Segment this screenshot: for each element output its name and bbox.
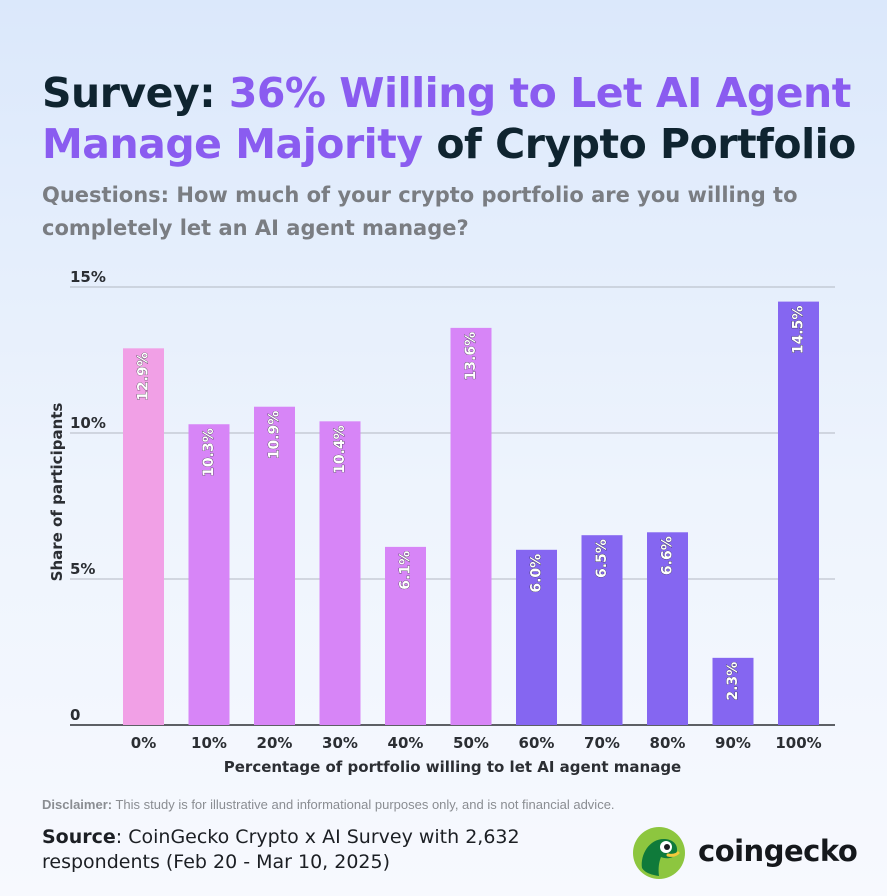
y-tick-label: 10% bbox=[70, 414, 106, 432]
bar-value-label: 14.5% bbox=[791, 306, 807, 355]
x-tick-label: 100% bbox=[775, 734, 821, 750]
bar-value-label: 10.4% bbox=[332, 425, 348, 474]
bar-value-label: 6.5% bbox=[594, 539, 610, 578]
title-highlight: 36% Willing to Let AI Agent Manage Major… bbox=[42, 69, 851, 168]
bar-value-label: 6.1% bbox=[398, 551, 414, 590]
y-tick-label: 15% bbox=[70, 268, 106, 286]
source-text: : CoinGecko Crypto x AI Survey with 2,63… bbox=[42, 826, 520, 873]
x-tick-label: 50% bbox=[453, 734, 489, 750]
x-tick-label: 60% bbox=[519, 734, 555, 750]
x-tick-label: 10% bbox=[191, 734, 227, 750]
brand-name: coingecko bbox=[698, 834, 858, 868]
bar-value-label: 6.6% bbox=[660, 536, 676, 575]
disclaimer-text: This study is for illustrative and infor… bbox=[112, 797, 615, 812]
bar bbox=[450, 327, 492, 725]
chart-subtitle: Questions: How much of your crypto portf… bbox=[42, 183, 798, 240]
bar bbox=[516, 549, 557, 725]
bar-chart: 0 5% 10% 15% Share of participants 12.9% 0% 10.… bbox=[48, 268, 835, 750]
bar-value-label: 13.6% bbox=[463, 332, 479, 381]
bar-value-label: 2.3% bbox=[725, 662, 741, 701]
x-tick-label: 70% bbox=[584, 734, 620, 750]
bar bbox=[385, 546, 426, 725]
y-tick-label: 0 bbox=[70, 706, 80, 724]
bar bbox=[712, 657, 754, 725]
bar bbox=[647, 532, 688, 725]
x-tick-label: 0% bbox=[131, 734, 156, 750]
x-tick-label: 30% bbox=[322, 734, 358, 750]
x-axis-title: Percentage of portfolio willing to let A… bbox=[223, 758, 682, 776]
bar bbox=[188, 424, 230, 725]
bar bbox=[254, 406, 295, 725]
bar bbox=[778, 301, 819, 725]
bar-value-label: 12.9% bbox=[136, 352, 152, 401]
x-tick-label: 80% bbox=[650, 734, 686, 750]
bar bbox=[319, 421, 361, 725]
gecko-icon bbox=[633, 827, 685, 879]
x-tick-label: 40% bbox=[388, 734, 424, 750]
x-tick-label: 90% bbox=[715, 734, 751, 750]
title-part-2: of Crypto Portfolio bbox=[422, 120, 856, 168]
bar-value-label: 10.9% bbox=[267, 411, 283, 460]
source-note: Source: CoinGecko Crypto x AI Survey wit… bbox=[42, 825, 602, 875]
bar bbox=[581, 535, 623, 725]
disclaimer: Disclaimer: This study is for illustrati… bbox=[42, 797, 615, 812]
bar-value-label: 6.0% bbox=[529, 554, 545, 593]
title-part-1: Survey: bbox=[42, 69, 229, 117]
y-tick-label: 5% bbox=[70, 560, 95, 578]
x-tick-label: 20% bbox=[257, 734, 293, 750]
bar-value-label: 10.3% bbox=[201, 428, 217, 477]
chart-title: Survey: 36% Willing to Let AI Agent Mana… bbox=[42, 68, 872, 170]
disclaimer-label: Disclaimer: bbox=[42, 797, 113, 812]
y-axis-title: Share of participants bbox=[48, 403, 66, 582]
bar bbox=[123, 348, 164, 725]
source-label: Source bbox=[42, 826, 116, 848]
